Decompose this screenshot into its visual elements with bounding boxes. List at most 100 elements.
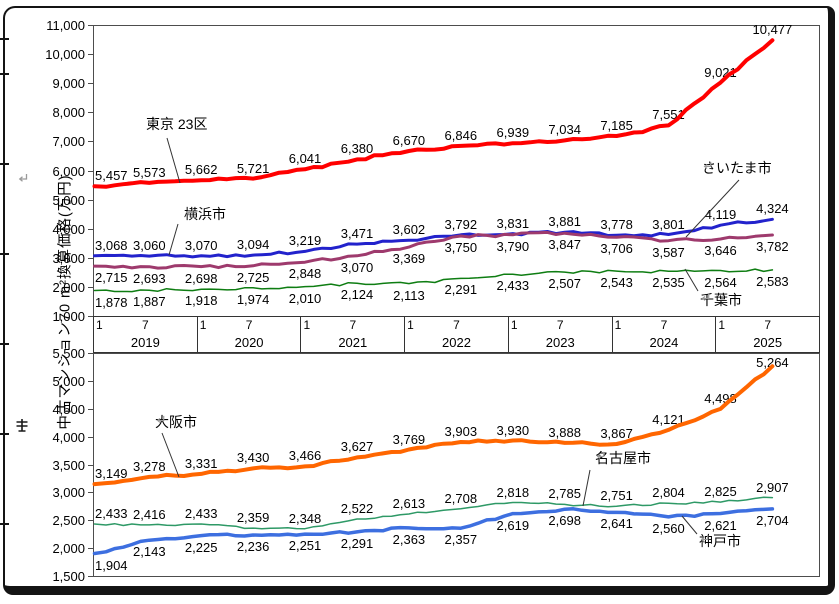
month-tick-label: 7 xyxy=(142,318,149,332)
return-mark-icon xyxy=(703,161,712,169)
nagoya-value-label: 2,433 xyxy=(184,506,218,521)
osaka-callout-line xyxy=(161,432,180,478)
nagoya-label-text: 名古屋市 xyxy=(595,450,651,466)
y-tick-label: 4,500 xyxy=(52,401,85,417)
tokyo-23ku-value-label: 7,034 xyxy=(548,122,581,138)
month-tick-label: 1 xyxy=(96,318,103,332)
kobe-value-label: 2,641 xyxy=(600,516,633,532)
osaka-value-label: 5,264 xyxy=(756,355,789,370)
year-cell: 1 7 2019 xyxy=(94,317,198,352)
y-tick-label: 2,500 xyxy=(52,513,85,529)
chiba-value-label: 2,535 xyxy=(652,275,685,291)
y-tick-label: 5,000 xyxy=(52,192,85,208)
osaka-value-label: 3,430 xyxy=(236,450,270,466)
tokyo-23ku-callout-line xyxy=(166,137,181,184)
return-mark-icon xyxy=(147,117,156,125)
saitama-callout-label: さいたま市 xyxy=(702,160,772,176)
y-tick-label: 5,000 xyxy=(52,373,85,389)
nagoya-callout-line xyxy=(582,469,591,507)
yokohama-callout-line xyxy=(168,223,179,256)
y-tick-label: 9,000 xyxy=(52,76,85,92)
saitama-value-label: 2,848 xyxy=(288,266,322,282)
object-anchor-icon xyxy=(16,419,28,432)
chiba-value-label: 2,010 xyxy=(288,290,322,306)
tokyo-23ku-value-label: 10,477 xyxy=(752,22,793,38)
year-cell: 1 7 2020 xyxy=(198,317,302,352)
kobe-value-label: 2,704 xyxy=(756,512,789,528)
nagoya-line xyxy=(93,496,774,530)
chiba-value-label: 2,583 xyxy=(756,273,789,289)
y-tick-mark xyxy=(88,170,93,172)
tokyo-23ku-callout-label: 東京 23区 xyxy=(146,116,207,132)
saitama-label-text: さいたま市 xyxy=(702,160,772,176)
tokyo-23ku-value-label: 6,846 xyxy=(444,127,478,143)
y-tick-mark xyxy=(88,576,93,577)
chiba-value-label: 1,887 xyxy=(133,294,166,310)
saitama-value-label: 3,847 xyxy=(548,237,581,253)
y-tick-mark xyxy=(88,199,93,201)
y-tick-label: 4,000 xyxy=(52,429,85,445)
nagoya-value-label: 2,785 xyxy=(548,486,581,502)
yokohama-value-label: 3,778 xyxy=(600,217,633,233)
yokohama-value-label: 3,219 xyxy=(288,233,322,249)
saitama-value-label: 3,369 xyxy=(392,251,426,267)
tokyo-23ku-value-label: 6,670 xyxy=(392,133,426,148)
tokyo-23ku-label-text: 東京 23区 xyxy=(146,116,208,132)
chiba-value-label: 2,543 xyxy=(600,275,633,291)
tokyo-23ku-value-label: 6,939 xyxy=(496,125,530,141)
saitama-value-label: 3,646 xyxy=(704,243,737,258)
nagoya-value-label: 2,907 xyxy=(756,479,789,495)
month-tick-label: 7 xyxy=(349,318,357,332)
y-tick-mark xyxy=(88,83,93,85)
chiba-label-text: 千葉市 xyxy=(700,292,742,308)
saitama-callout-line xyxy=(685,179,740,238)
yokohama-label-text: 横浜市 xyxy=(184,206,226,222)
chiba-callout-line xyxy=(684,268,699,292)
tokyo-23ku-value-label: 7,185 xyxy=(600,118,633,133)
y-tick-mark xyxy=(88,54,93,56)
tokyo-23ku-value-label: 5,573 xyxy=(133,164,166,180)
y-tick-label: 3,500 xyxy=(52,457,85,473)
nagoya-value-label: 2,359 xyxy=(236,510,270,526)
kobe-value-label: 2,363 xyxy=(392,531,426,547)
month-tick-label: 1 xyxy=(614,318,622,332)
yokohama-value-label: 3,094 xyxy=(236,237,270,253)
chiba-value-label: 2,113 xyxy=(393,287,425,303)
y-tick-mark xyxy=(88,520,93,522)
y-tick-label: 2,000 xyxy=(52,541,85,557)
ruler-tick xyxy=(0,343,9,345)
saitama-value-label: 3,706 xyxy=(600,241,633,257)
osaka-value-label: 3,278 xyxy=(133,458,166,474)
year-cell: 1 7 2023 xyxy=(509,317,613,352)
saitama-value-label: 3,587 xyxy=(652,244,685,260)
year-label: 2025 xyxy=(753,335,783,350)
chiba-line xyxy=(93,268,774,293)
kobe-value-label: 2,251 xyxy=(288,538,322,554)
month-tick-label: 7 xyxy=(245,318,253,332)
nagoya-value-label: 2,433 xyxy=(95,506,128,521)
chiba-value-label: 2,564 xyxy=(704,274,737,290)
tokyo-23ku-value-label: 5,457 xyxy=(95,168,128,184)
y-tick-mark xyxy=(88,112,93,114)
osaka-value-label: 3,930 xyxy=(496,422,530,438)
year-label: 2021 xyxy=(338,335,368,350)
kobe-value-label: 2,225 xyxy=(184,539,218,555)
month-tick-label: 7 xyxy=(660,318,668,332)
nagoya-value-label: 2,348 xyxy=(288,510,322,526)
y-tick-mark xyxy=(88,436,93,438)
osaka-value-label: 3,627 xyxy=(340,439,374,455)
year-label: 2019 xyxy=(130,335,160,350)
osaka-value-label: 3,466 xyxy=(288,448,322,464)
month-tick-label: 7 xyxy=(453,318,460,332)
nagoya-value-label: 2,708 xyxy=(444,490,478,506)
osaka-label-text: 大阪市 xyxy=(155,414,197,430)
chiba-value-label: 2,433 xyxy=(496,278,530,294)
nagoya-value-label: 2,804 xyxy=(652,485,685,501)
year-cell: 1 7 2025 xyxy=(716,317,819,352)
y-tick-mark xyxy=(88,464,93,466)
chiba-value-label: 1,974 xyxy=(236,291,270,307)
nagoya-callout-label: 名古屋市 xyxy=(595,450,651,466)
nagoya-value-label: 2,416 xyxy=(133,506,166,522)
tokyo-23ku-value-label: 6,041 xyxy=(288,151,322,167)
